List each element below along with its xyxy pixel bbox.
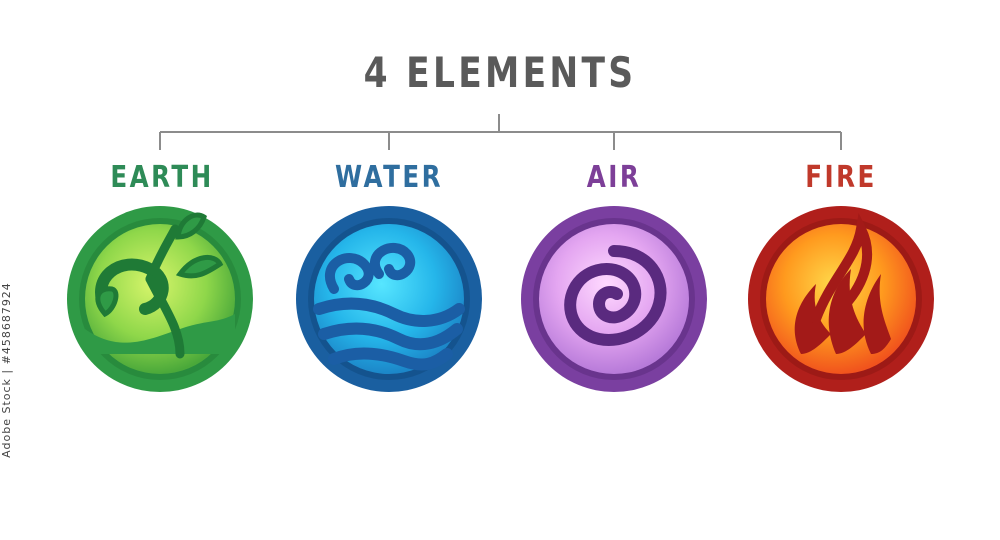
- diagram: 4 ELEMENTS EARTH WATER AIR FIRE: [0, 48, 934, 458]
- label-water: WATER: [334, 160, 443, 195]
- diagram-title: 4 ELEMENTS: [363, 48, 637, 97]
- label-fire: FIRE: [805, 160, 877, 195]
- fire-flame-icon: [748, 206, 934, 392]
- element-icons: [67, 206, 934, 392]
- water-wave-icon: [296, 206, 482, 392]
- leaf-sprout-icon: [67, 206, 253, 392]
- label-earth: EARTH: [110, 160, 214, 195]
- label-air: AIR: [586, 160, 642, 195]
- air-swirl-icon: [521, 206, 707, 392]
- side-watermark-text: Adobe Stock | #458687924: [0, 282, 13, 458]
- connector-lines: [159, 114, 842, 150]
